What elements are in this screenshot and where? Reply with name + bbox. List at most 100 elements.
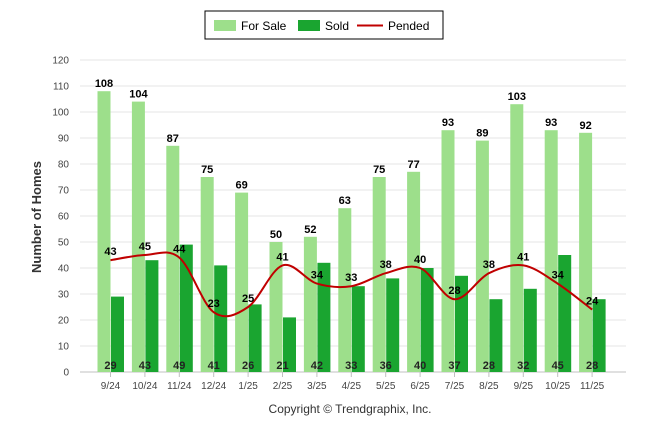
bars [97, 91, 606, 372]
for-sale-value-label: 52 [304, 224, 316, 236]
sold-value-label: 49 [173, 360, 185, 372]
y-tick-label: 50 [58, 238, 70, 249]
copyright-text: Copyright © Trendgraphix, Inc. [269, 402, 432, 416]
pended-line [110, 251, 593, 318]
pended-value-label: 28 [448, 285, 460, 297]
bar-for-sale [200, 177, 214, 372]
x-axis: 9/24 10/24 11/24 12/24 1/25 2/25 3/25 4/25 5/25 6… [101, 372, 605, 392]
pended-value-label: 45 [139, 241, 151, 253]
pended-value-label: 41 [517, 251, 529, 263]
bar-sold [179, 244, 193, 372]
x-tick-label: 5/25 [376, 381, 396, 392]
sold-value-label: 26 [242, 360, 254, 372]
x-tick-label: 1/25 [238, 381, 258, 392]
legend-sold-label[interactable]: Sold [325, 19, 349, 33]
y-tick-label: 80 [58, 160, 70, 171]
x-tick-label: 4/25 [342, 381, 362, 392]
pended-value-label: 24 [586, 296, 599, 308]
pended-value-label: 34 [552, 270, 565, 282]
pended-value-label: 33 [345, 272, 357, 284]
x-tick-label: 9/25 [514, 381, 534, 392]
y-tick-label: 90 [58, 134, 70, 145]
x-tick-label: 7/25 [445, 381, 465, 392]
bar-for-sale [544, 130, 558, 372]
x-tick-label: 10/24 [132, 381, 157, 392]
for-sale-value-label: 103 [508, 91, 526, 103]
sold-value-label: 33 [345, 360, 357, 372]
pended-series-line [110, 251, 593, 318]
sold-value-label: 42 [311, 360, 323, 372]
bar-for-sale [131, 101, 145, 372]
for-sale-value-label: 50 [270, 229, 282, 241]
bar-for-sale [475, 140, 489, 372]
y-tick-label: 60 [58, 212, 70, 223]
for-sale-value-label: 75 [201, 164, 213, 176]
x-tick-label: 6/25 [410, 381, 430, 392]
bar-sold [523, 288, 537, 372]
legend-pended-label[interactable]: Pended [388, 19, 429, 33]
bar-sold [248, 304, 262, 372]
y-tick-label: 40 [58, 264, 70, 275]
bar-for-sale [579, 132, 593, 372]
legend-sold-swatch [298, 20, 320, 31]
for-sale-value-label: 93 [545, 117, 557, 129]
y-tick-label: 10 [58, 342, 70, 353]
x-tick-label: 12/24 [201, 381, 226, 392]
for-sale-value-label: 108 [95, 78, 113, 90]
pended-value-label: 43 [104, 246, 116, 258]
sold-value-label: 43 [139, 360, 151, 372]
bar-sold [145, 260, 159, 372]
sold-value-label: 45 [552, 360, 564, 372]
pended-value-label: 41 [276, 251, 288, 263]
for-sale-value-label: 93 [442, 117, 454, 129]
bar-sold [214, 265, 228, 372]
for-sale-value-label: 77 [407, 159, 419, 171]
x-tick-label: 10/25 [545, 381, 570, 392]
y-axis-title: Number of Homes [29, 161, 44, 273]
x-tick-label: 11/24 [167, 381, 192, 392]
y-axis: 0 10 20 30 40 50 60 70 80 90 100 110 120 [52, 56, 69, 379]
legend-for-sale-label[interactable]: For Sale [241, 19, 287, 33]
bar-sold [558, 255, 572, 372]
sold-value-label: 28 [483, 360, 495, 372]
y-tick-label: 100 [52, 108, 69, 119]
pended-value-label: 44 [173, 244, 186, 256]
sold-value-label: 21 [276, 360, 288, 372]
sold-value-label: 28 [586, 360, 598, 372]
bar-for-sale [510, 104, 524, 372]
bar-for-sale [166, 145, 180, 372]
legend[interactable]: For Sale Sold Pended [204, 10, 444, 40]
y-tick-label: 20 [58, 316, 70, 327]
y-tick-label: 110 [53, 82, 69, 93]
for-sale-value-label: 89 [476, 128, 488, 140]
for-sale-value-label: 87 [167, 133, 179, 145]
pended-value-label: 40 [414, 254, 426, 266]
pended-value-label: 38 [483, 259, 495, 271]
pended-value-label: 38 [380, 259, 392, 271]
x-tick-label: 2/25 [273, 381, 293, 392]
x-tick-label: 8/25 [479, 381, 499, 392]
bar-sold [317, 262, 331, 372]
sold-value-label: 41 [208, 360, 220, 372]
pended-value-label: 25 [242, 293, 254, 305]
x-tick-label: 9/24 [101, 381, 121, 392]
bar-sold [489, 299, 503, 372]
for-sale-value-label: 104 [129, 89, 148, 101]
y-tick-label: 30 [58, 290, 70, 301]
pended-value-label: 34 [311, 270, 324, 282]
bar-for-sale [235, 192, 249, 372]
sold-value-label: 37 [448, 360, 460, 372]
bar-for-sale [97, 91, 111, 372]
x-tick-label: 11/25 [580, 381, 605, 392]
y-tick-label: 120 [52, 56, 69, 67]
y-tick-label: 0 [63, 368, 69, 379]
for-sale-value-label: 63 [339, 195, 351, 207]
bar-sold [592, 299, 606, 372]
bar-for-sale [338, 208, 352, 372]
bar-sold [283, 317, 296, 372]
legend-box [204, 10, 444, 40]
bar-for-sale [303, 236, 317, 372]
sold-value-label: 40 [414, 360, 426, 372]
legend-for-sale-swatch [214, 20, 236, 31]
